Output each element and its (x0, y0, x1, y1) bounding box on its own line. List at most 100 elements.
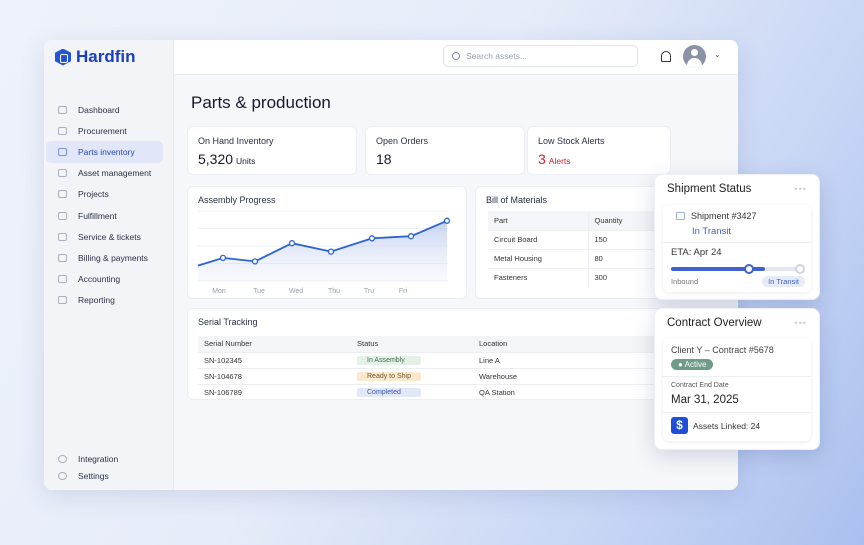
serial-number: SN-102345 (198, 351, 351, 368)
area-fill (198, 220, 447, 281)
data-point (368, 235, 376, 242)
contract-overview-card: Contract Overview ••• Client Y – Contrac… (654, 308, 820, 450)
table-row: SN-106789 Completed QA Station (198, 383, 658, 400)
status-badge: Completed (357, 388, 421, 398)
briefcase-icon (58, 169, 67, 178)
kpi-on-hand: On Hand Inventory 5,320 Units (187, 126, 357, 175)
table-row: Circuit Board 150 (488, 229, 658, 249)
kpi-value: 5,320 Units (198, 151, 256, 167)
sidebar-item-billing-payments[interactable]: Billing & payments (46, 247, 163, 268)
x-tick-label: Fri (399, 288, 408, 295)
chevron-down-icon[interactable]: ⌄ (714, 50, 721, 59)
ticket-icon (58, 232, 67, 241)
kpi-open-orders: Open Orders 18 (365, 126, 525, 175)
end-date: Mar 31, 2025 (671, 394, 739, 406)
sidebar-item-procurement[interactable]: Procurement (46, 120, 163, 141)
building-icon (676, 212, 685, 220)
kpi-label: Open Orders (376, 136, 429, 146)
sidebar-item-fulfillment[interactable]: Fulfillment (46, 205, 163, 226)
report-icon (58, 296, 67, 305)
status-badge: ● Active (671, 359, 714, 370)
table-row: SN-104678 Ready to Ship Warehouse (198, 367, 658, 384)
progress-line (197, 219, 448, 267)
shipment-status-card: Shipment Status ••• Shipment #3427 In Tr… (654, 174, 820, 300)
sidebar-item-parts-inventory[interactable]: Parts inventory (46, 141, 163, 163)
assembly-progress-card: Assembly Progress Mon Tue Wed Thu Tru Fri (187, 186, 467, 299)
more-icon[interactable]: ••• (794, 184, 807, 194)
bell-icon[interactable] (661, 51, 671, 62)
sidebar-item-settings[interactable]: Settings (46, 467, 163, 484)
table-row: Metal Housing 80 (488, 248, 658, 268)
sidebar-item-label: Settings (78, 470, 109, 481)
column-header: Quantity (588, 211, 658, 230)
location: Line A (473, 351, 658, 368)
sidebar-item-integration[interactable]: Integration (46, 450, 163, 467)
sidebar-item-label: Dashboard (78, 104, 120, 115)
dollar-icon: $ (671, 417, 688, 434)
bom-table: Part Quantity Circuit Board 150 Metal Hous… (488, 211, 658, 287)
x-tick-label: Tue (253, 288, 265, 295)
sidebar-item-label: Billing & payments (78, 252, 148, 263)
table-row: SN-102345 In Assembly Line A (198, 351, 658, 368)
card-title: Serial Tracking (198, 317, 258, 327)
dollar-icon (58, 253, 67, 262)
serial-number: SN-106789 (198, 383, 351, 400)
x-tick-label: Thu (328, 288, 340, 295)
search-icon (452, 52, 460, 60)
sidebar-nav: Dashboard Procurement Parts inventory Asset… (46, 99, 163, 311)
card-title: Assembly Progress (198, 195, 276, 205)
search-placeholder: Search assets... (466, 51, 527, 61)
location: Warehouse (473, 367, 658, 384)
status-badge: Ready to Ship (357, 372, 421, 381)
top-bar: Search assets... ⌄ (174, 40, 738, 75)
end-status-badge: In Transit (762, 276, 805, 287)
column-header: Part (488, 211, 589, 230)
wrench-icon (58, 147, 67, 156)
logo[interactable]: Hardfin (55, 47, 136, 67)
app-window: Hardfin Dashboard Procurement Parts invent… (44, 40, 738, 490)
brand-name: Hardfin (76, 47, 136, 66)
avatar[interactable] (683, 45, 706, 68)
column-header: Serial Number (198, 336, 351, 352)
shipment-state: In Transit (692, 226, 732, 237)
end-date-label: Contract End Date (671, 382, 729, 389)
truck-icon (58, 211, 67, 220)
sidebar-item-dashboard[interactable]: Dashboard (46, 99, 163, 120)
sidebar: Hardfin Dashboard Procurement Parts invent… (44, 40, 174, 490)
data-point (327, 248, 335, 255)
cart-icon (58, 126, 67, 135)
sidebar-item-reporting[interactable]: Reporting (46, 290, 163, 311)
location: QA Station (473, 383, 658, 400)
sidebar-item-service-tickets[interactable]: Service & tickets (46, 226, 163, 247)
sidebar-item-accounting[interactable]: Accounting (46, 269, 163, 290)
page-title: Parts & production (191, 93, 331, 112)
data-point (443, 217, 451, 224)
x-tick-label: Mon (212, 288, 226, 295)
sidebar-item-label: Asset management (78, 168, 152, 179)
kpi-label: Low Stock Alerts (538, 136, 605, 146)
sidebar-item-label: Parts inventory (78, 146, 135, 157)
sidebar-item-projects[interactable]: Projects (46, 184, 163, 205)
sidebar-item-label: Projects (78, 189, 109, 200)
calendar-icon (58, 190, 67, 199)
sidebar-item-asset-management[interactable]: Asset management (46, 163, 163, 184)
sidebar-item-label: Service & tickets (78, 231, 141, 242)
progress-knob (744, 264, 754, 274)
serial-tracking-card: Serial Tracking Serial Number Status Locat… (187, 308, 727, 400)
x-tick-label: Wed (289, 288, 303, 295)
card-title: Bill of Materials (486, 195, 548, 205)
gear-icon (58, 471, 67, 480)
sidebar-item-label: Accounting (78, 274, 121, 285)
kpi-low-stock: Low Stock Alerts 3 Alerts (527, 126, 671, 175)
more-icon[interactable]: ••• (794, 318, 807, 328)
search-input[interactable]: Search assets... (443, 45, 638, 67)
sidebar-item-label: Integration (78, 453, 119, 464)
sidebar-item-label: Reporting (78, 295, 115, 306)
x-tick-label: Tru (364, 288, 374, 295)
start-label: Inbound (671, 277, 699, 286)
progress-end-marker (795, 264, 805, 274)
card-title: Shipment Status (667, 183, 752, 195)
eta: ETA: Apr 24 (671, 247, 722, 258)
data-point (251, 258, 259, 265)
sidebar-item-label: Procurement (78, 125, 127, 136)
